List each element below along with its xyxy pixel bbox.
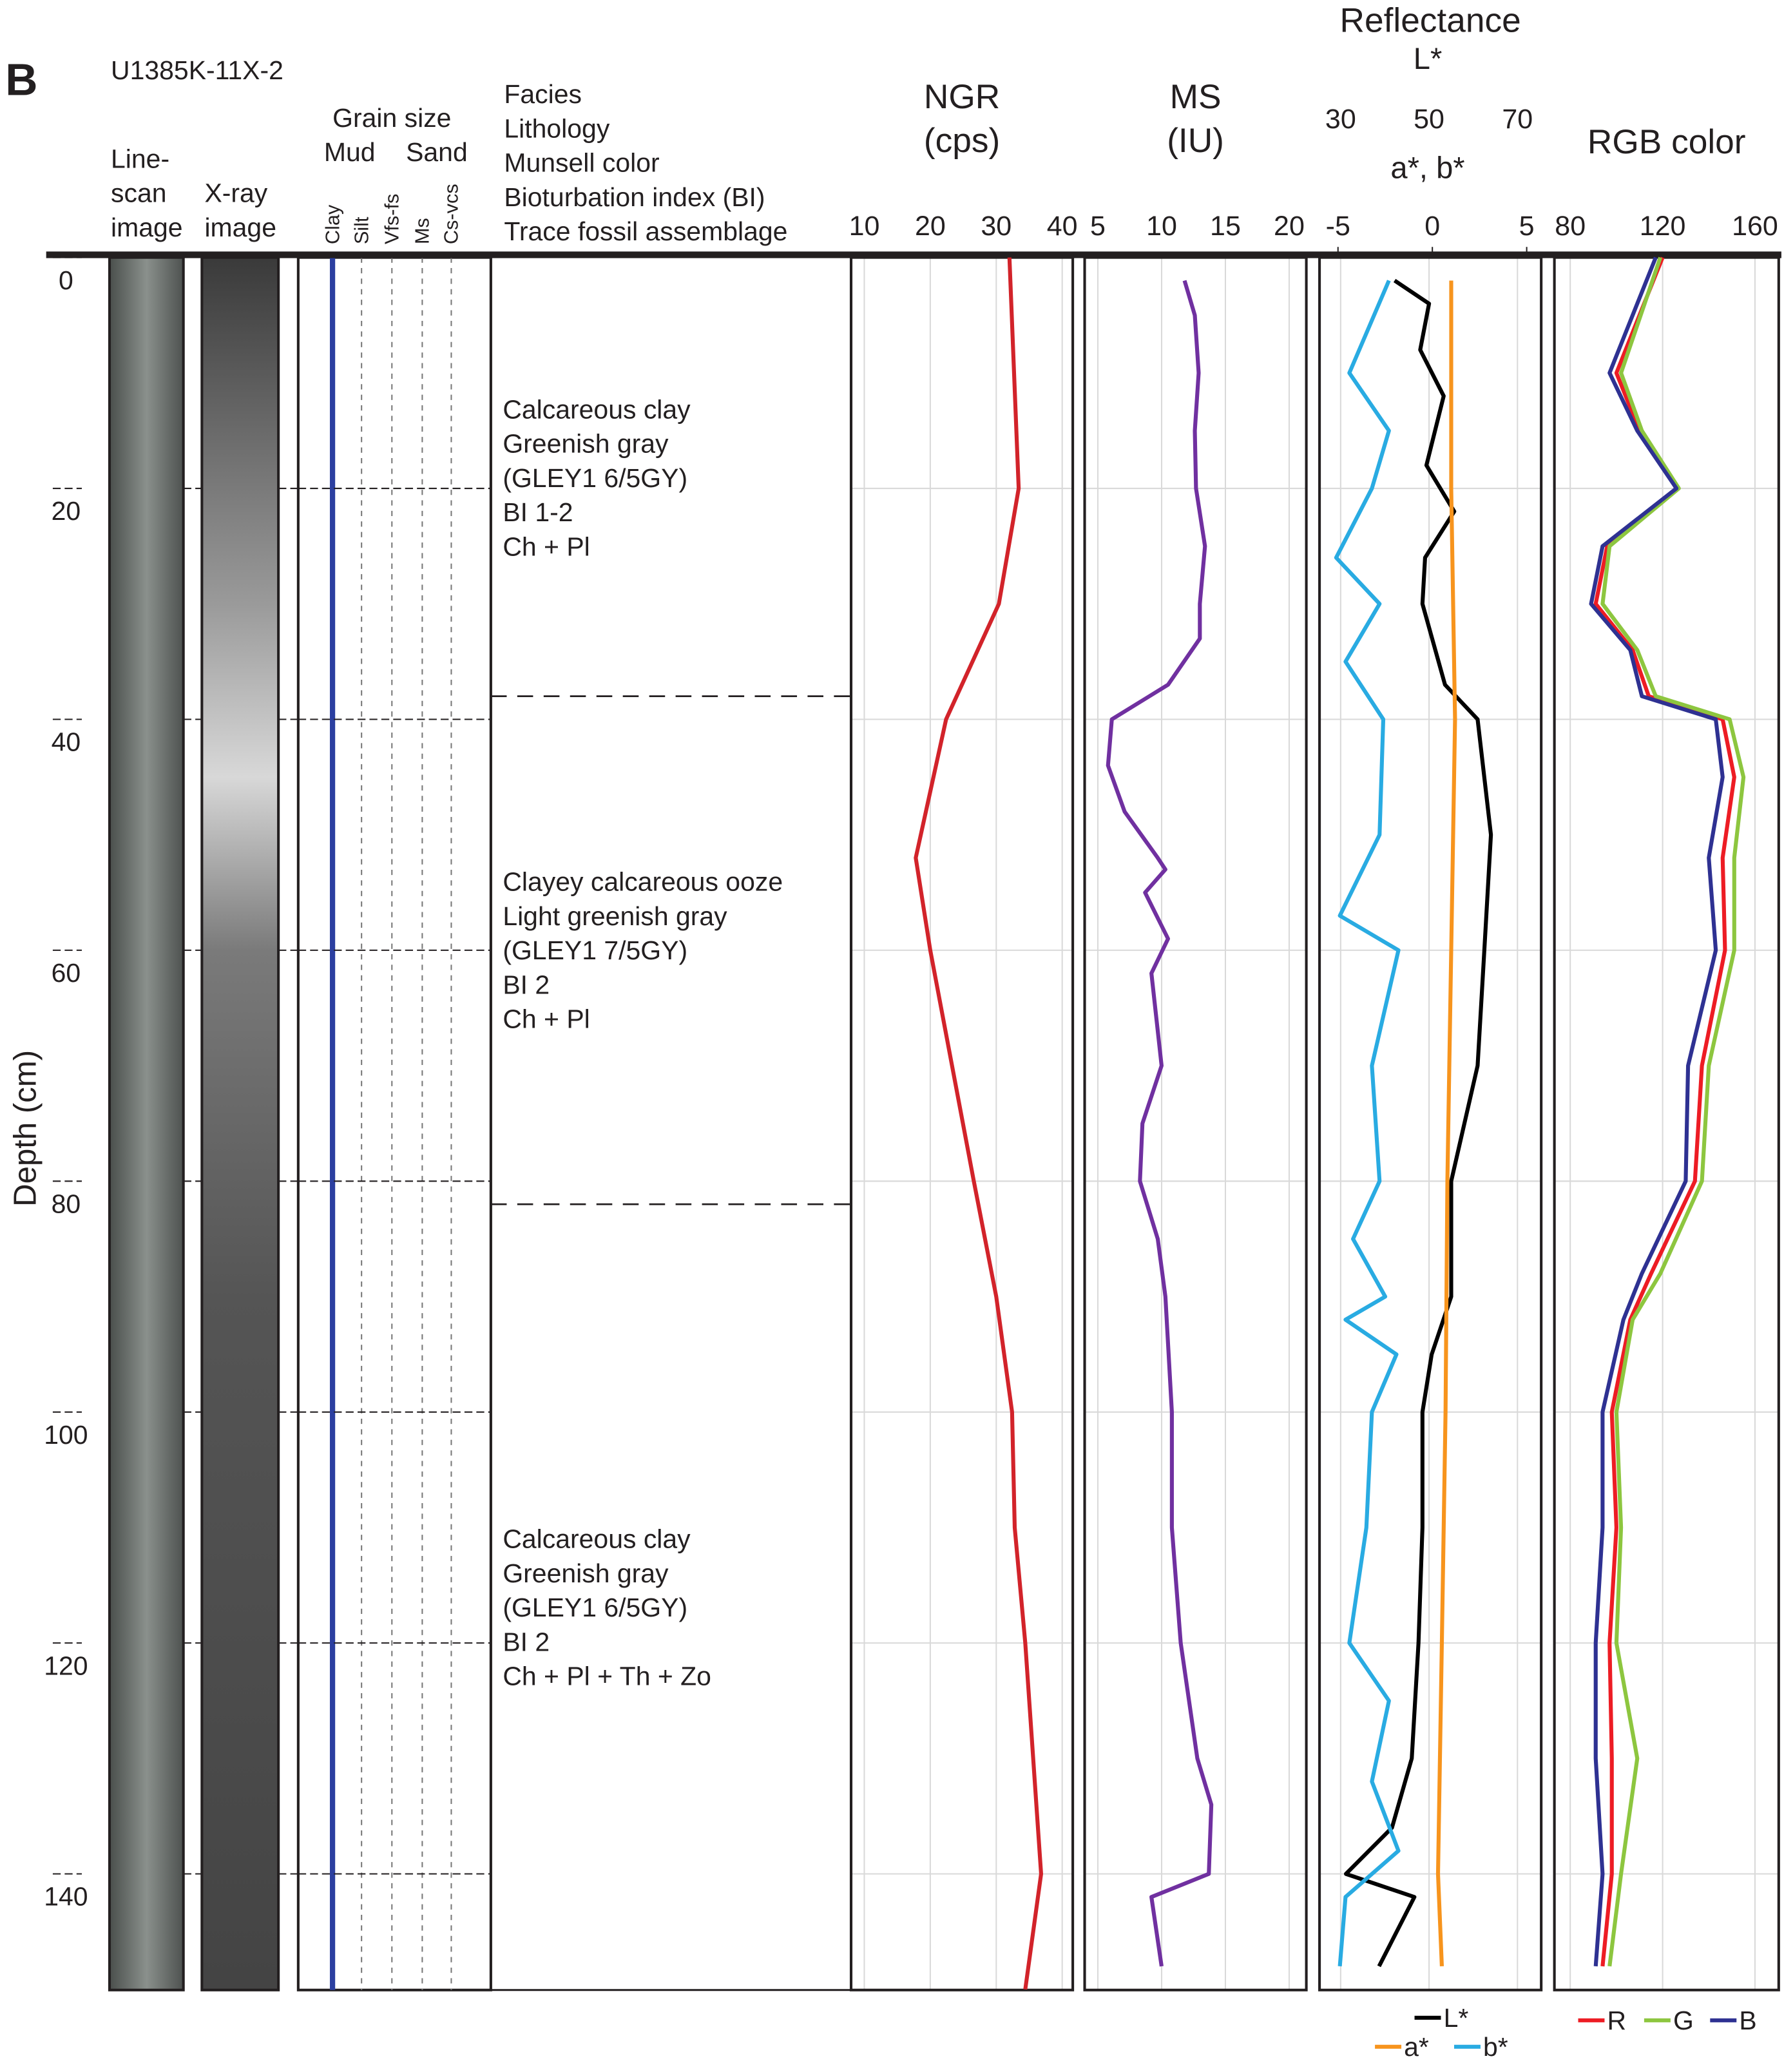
facies-text: (GLEY1 6/5GY) <box>503 463 687 493</box>
legend-label: L* <box>1444 2003 1469 2033</box>
x-tick-label: 20 <box>915 211 946 242</box>
grain-size-frame <box>296 256 492 1991</box>
grain-size-guides <box>361 257 452 1990</box>
x-tick-label: 120 <box>1640 211 1686 242</box>
column-header: scan <box>111 178 167 208</box>
legend-label: R <box>1607 2006 1627 2035</box>
facies-text: Ch + Pl <box>503 532 590 562</box>
facies-text: (GLEY1 7/5GY) <box>503 935 687 965</box>
column-header: Sand <box>406 137 468 167</box>
line-scan-image <box>108 256 185 1991</box>
facies-text: Clayey calcareous ooze <box>503 867 783 897</box>
depth-tick-label: 80 <box>52 1189 81 1218</box>
column-header: Munsell color <box>504 148 659 178</box>
legend-label: B <box>1739 2006 1756 2035</box>
x2-tick-label: 5 <box>1519 211 1535 242</box>
x-tick-label: 30 <box>981 211 1012 242</box>
depth-tick-label: 120 <box>44 1651 88 1680</box>
chart-title: Reflectance <box>1340 1 1521 39</box>
x-tick-label: 80 <box>1555 211 1586 242</box>
x-tick-label: 160 <box>1732 211 1778 242</box>
data-line <box>1334 280 1401 1967</box>
legend-label: G <box>1673 2006 1694 2035</box>
facies-text: BI 2 <box>503 970 550 999</box>
chart-unit: (IU) <box>1167 122 1224 160</box>
panel-frame <box>1083 256 1308 1991</box>
facies-text: Calcareous clay <box>503 395 691 425</box>
panel-frame <box>1318 256 1543 1991</box>
x2-tick-label: 0 <box>1424 211 1440 242</box>
grain-class: Silt <box>350 216 372 244</box>
grain-class: Clay <box>321 204 343 244</box>
column-header: Grain size <box>332 103 451 133</box>
depth-tick-label: 20 <box>52 496 81 526</box>
x-tick-label: 5 <box>1090 211 1106 242</box>
facies-text: Ch + Pl <box>503 1004 590 1034</box>
facies-text: BI 1-2 <box>503 497 573 527</box>
column-header: Line- <box>111 144 169 173</box>
column-header: Bioturbation index (BI) <box>504 182 765 212</box>
data-line <box>1106 280 1214 1967</box>
chart-title: RGB color <box>1587 123 1746 161</box>
column-header: image <box>111 213 183 242</box>
column-header: Lithology <box>504 113 609 143</box>
depth-axis-label: Depth (cm) <box>8 1050 43 1207</box>
chart-title: NGR <box>924 78 1000 116</box>
data-line <box>1600 256 1746 1967</box>
x-tick-label: 70 <box>1502 104 1533 135</box>
chart-unit: (cps) <box>924 122 1000 160</box>
legend-label: b* <box>1483 2032 1508 2062</box>
grain-class: Cs-vcs <box>440 184 463 244</box>
depth-tick-label: 0 <box>59 265 73 295</box>
data-line <box>1435 280 1457 1967</box>
depth-tick-label: 100 <box>44 1420 88 1450</box>
panel-frame <box>849 256 1075 1991</box>
column-header: image <box>204 213 276 242</box>
chart-title: MS <box>1170 78 1222 116</box>
data-line <box>1593 256 1736 1967</box>
x2-tick-label: -5 <box>1326 211 1350 242</box>
legend-label: a* <box>1404 2032 1429 2062</box>
facies-text: BI 2 <box>503 1627 550 1656</box>
x-tick-label: 20 <box>1274 211 1305 242</box>
panel-frame <box>1553 256 1780 1991</box>
x-tick-label: 10 <box>1146 211 1177 242</box>
facies-text: Ch + Pl + Th + Zo <box>503 1662 711 1691</box>
facies-text: Greenish gray <box>503 429 669 459</box>
grain-class: Ms <box>411 218 434 244</box>
axis-label: L* <box>1414 41 1443 75</box>
figure-label: B <box>5 55 37 105</box>
column-header: Facies <box>504 79 582 109</box>
plot-layer: Line-scan image X-ray image Grain size Mud San… <box>44 1 1780 2062</box>
depth-tick-label: 140 <box>44 1882 88 1912</box>
axis-label: a*, b* <box>1390 151 1464 185</box>
x-tick-label: 15 <box>1210 211 1241 242</box>
x-tick-label: 50 <box>1414 104 1444 135</box>
facies-text: Calcareous clay <box>503 1524 691 1554</box>
facies-text: (GLEY1 6/5GY) <box>503 1593 687 1622</box>
x-tick-label: 40 <box>1047 211 1078 242</box>
column-header: Trace fossil assemblage <box>504 216 787 246</box>
column-header: X-ray <box>204 178 267 208</box>
data-line <box>914 257 1044 1990</box>
column-header: Mud <box>324 137 376 167</box>
core-label: U1385K-11X-2 <box>111 55 283 85</box>
facies-text: Greenish gray <box>503 1559 669 1588</box>
xray-image <box>200 256 280 1991</box>
x-tick-label: 10 <box>849 211 880 242</box>
x-tick-label: 30 <box>1325 104 1356 135</box>
data-line <box>1343 278 1493 1968</box>
depth-tick-label: 60 <box>52 958 81 988</box>
data-line <box>1589 256 1725 1967</box>
facies-text: Light greenish gray <box>503 901 727 931</box>
depth-tick-label: 40 <box>52 727 81 757</box>
grain-class: Vfs-fs <box>381 194 403 245</box>
